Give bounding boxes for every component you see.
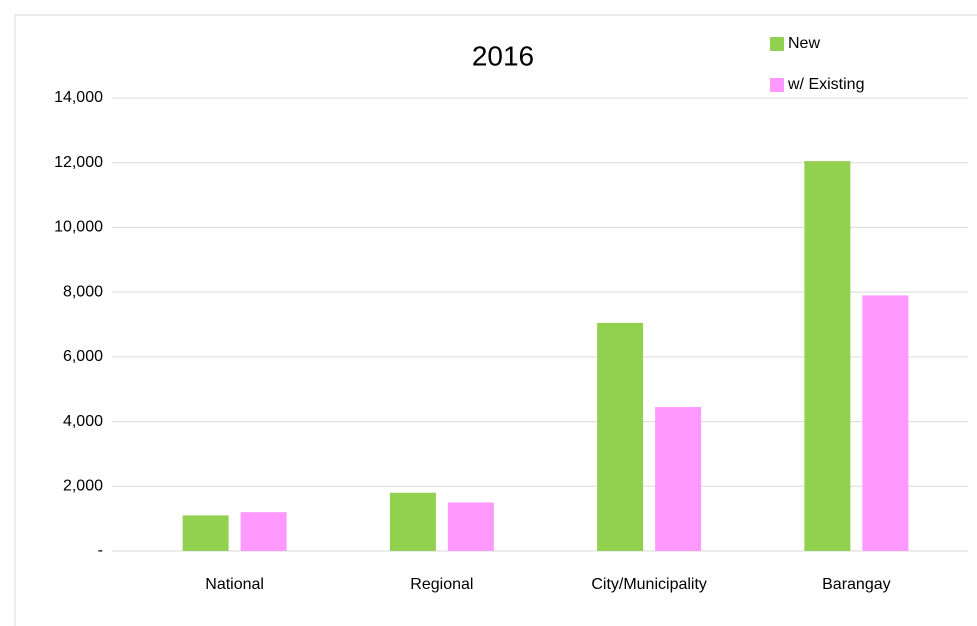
x-tick-label: Barangay (822, 576, 891, 593)
legend-label: w/ Existing (787, 76, 864, 93)
y-tick-label: - (98, 542, 103, 559)
bar (182, 515, 229, 551)
y-tick-label: 2,000 (63, 478, 103, 495)
legend-label: New (788, 35, 820, 52)
legend-swatch (770, 78, 784, 92)
bar (597, 322, 644, 551)
legend-swatch (770, 37, 784, 51)
y-tick-label: 14,000 (54, 89, 103, 106)
y-tick-label: 6,000 (63, 348, 103, 365)
y-tick-label: 8,000 (63, 283, 103, 300)
x-tick-label: City/Municipality (591, 576, 707, 593)
bar (862, 295, 909, 551)
y-tick-label: 12,000 (54, 154, 103, 171)
bar (655, 407, 702, 551)
x-tick-label: National (205, 576, 264, 593)
y-tick-label: 4,000 (63, 413, 103, 430)
bar (447, 502, 494, 551)
bar (389, 492, 436, 551)
y-tick-label: 10,000 (54, 219, 103, 236)
chart-title: 2016 (472, 40, 534, 71)
bar (804, 161, 851, 551)
x-tick-label: Regional (410, 576, 473, 593)
bar (240, 512, 287, 551)
chart-frame (14, 14, 977, 626)
